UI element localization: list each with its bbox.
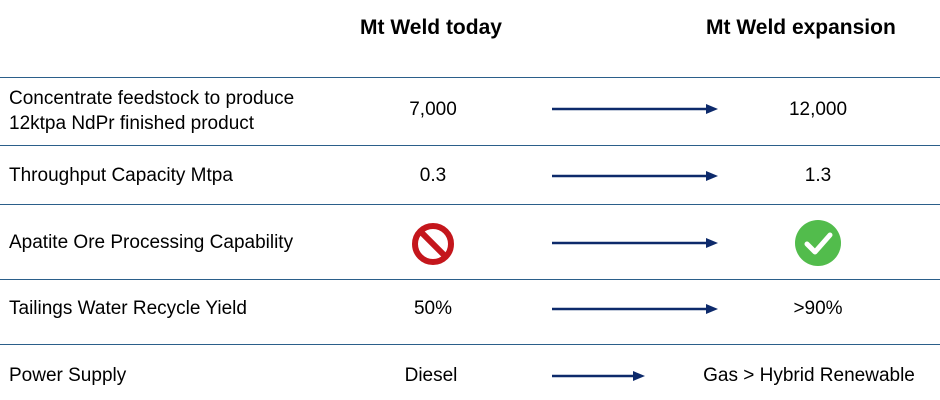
arrow-right-icon	[552, 304, 718, 314]
row-divider	[0, 344, 940, 345]
prohibited-icon	[412, 223, 454, 265]
row-divider	[0, 204, 940, 205]
column-header-expansion: Mt Weld expansion	[706, 16, 896, 39]
arrow-right-icon	[552, 371, 645, 381]
row-label-line1: Concentrate feedstock to produce	[9, 88, 295, 109]
value-today: 0.3	[419, 165, 447, 186]
value-expansion: 12,000	[788, 99, 848, 120]
value-today: 7,000	[409, 99, 457, 120]
check-circle-icon	[795, 220, 841, 266]
value-today: Diesel	[404, 365, 458, 386]
row-label: Apatite Ore Processing Capability	[9, 232, 294, 253]
row-label: Tailings Water Recycle Yield	[9, 298, 247, 319]
row-divider	[0, 279, 940, 280]
value-expansion: Gas > Hybrid Renewable	[703, 365, 915, 386]
column-header-today: Mt Weld today	[360, 16, 502, 39]
value-expansion: 1.3	[804, 165, 832, 186]
row-divider	[0, 77, 940, 78]
value-today: 50%	[413, 298, 453, 319]
arrow-right-icon	[552, 104, 718, 114]
arrow-right-icon	[552, 238, 718, 248]
row-divider	[0, 145, 940, 146]
row-label-line2: 12ktpa NdPr finished product	[9, 113, 255, 134]
arrow-right-icon	[552, 171, 718, 181]
value-expansion: >90%	[793, 298, 843, 319]
row-label: Throughput Capacity Mtpa	[9, 165, 233, 186]
row-label: Power Supply	[9, 365, 127, 386]
